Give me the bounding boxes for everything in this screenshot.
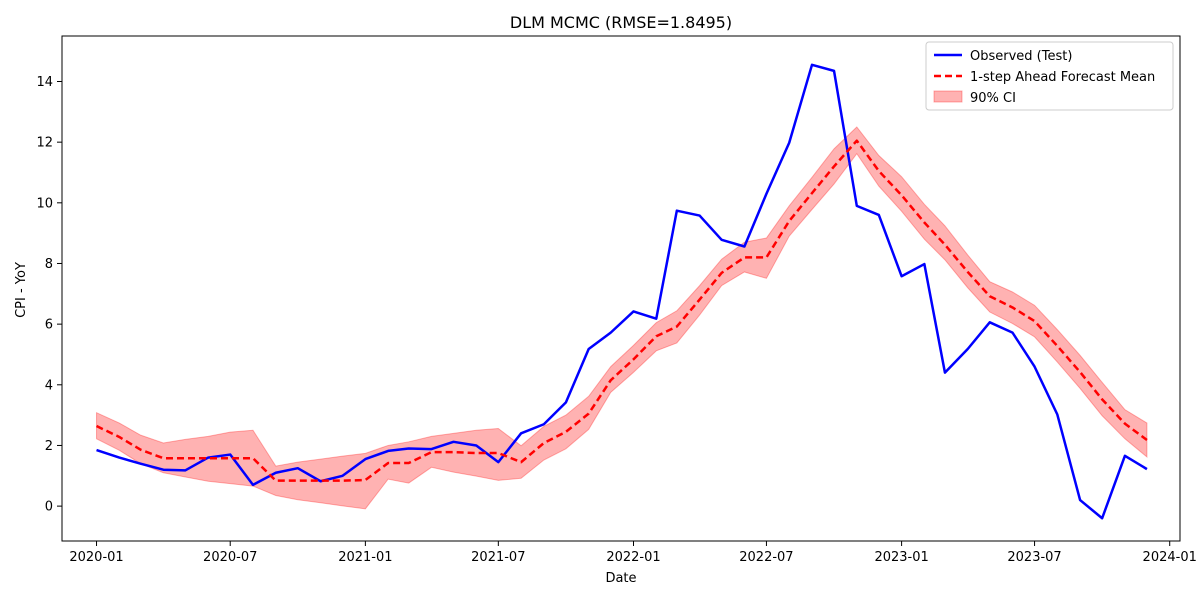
axes: 2020-01 2020-07 2021-01 2021-07 2022-01 2022-… [36, 35, 1197, 565]
y-tick-label: 4 [45, 378, 53, 393]
x-tick-label: 2022-07 [739, 550, 793, 565]
y-tick-label: 6 [45, 318, 53, 333]
x-axis-title: Date [605, 571, 636, 586]
chart-title: DLM MCMC (RMSE=1.8495) [510, 13, 732, 32]
legend-label-forecast: 1-step Ahead Forecast Mean [970, 70, 1155, 85]
y-tick-label: 14 [36, 75, 53, 90]
y-tick-label: 10 [36, 196, 53, 211]
x-tick-label: 2023-01 [874, 550, 928, 565]
forecast-mean-series-line [95, 139, 1148, 482]
legend-swatch-ci [933, 90, 963, 103]
plot-area [95, 63, 1148, 520]
y-tick-label: 8 [45, 257, 53, 272]
y-tick-label: 0 [45, 500, 53, 515]
x-tick-label: 2023-07 [1007, 550, 1061, 565]
legend-label-ci: 90% CI [970, 91, 1016, 106]
x-tick-label: 2024-01 [1143, 550, 1197, 565]
y-axis-title: CPI - YoY [14, 262, 29, 318]
x-tick-label: 2020-07 [203, 550, 257, 565]
legend: Observed (Test) 1-step Ahead Forecast Me… [925, 41, 1174, 111]
x-tick-label: 2020-01 [69, 550, 123, 565]
legend-frame [925, 41, 1174, 111]
legend-label-observed: Observed (Test) [970, 49, 1072, 64]
x-tick-label: 2021-01 [338, 550, 392, 565]
observed-series-line [96, 63, 1148, 520]
ci-band [96, 126, 1148, 510]
x-tick-label: 2021-07 [471, 550, 525, 565]
x-tick-label: 2022-01 [606, 550, 660, 565]
y-tick-label: 2 [45, 439, 53, 454]
axes-frame [61, 35, 1181, 542]
y-tick-label: 12 [36, 136, 53, 151]
